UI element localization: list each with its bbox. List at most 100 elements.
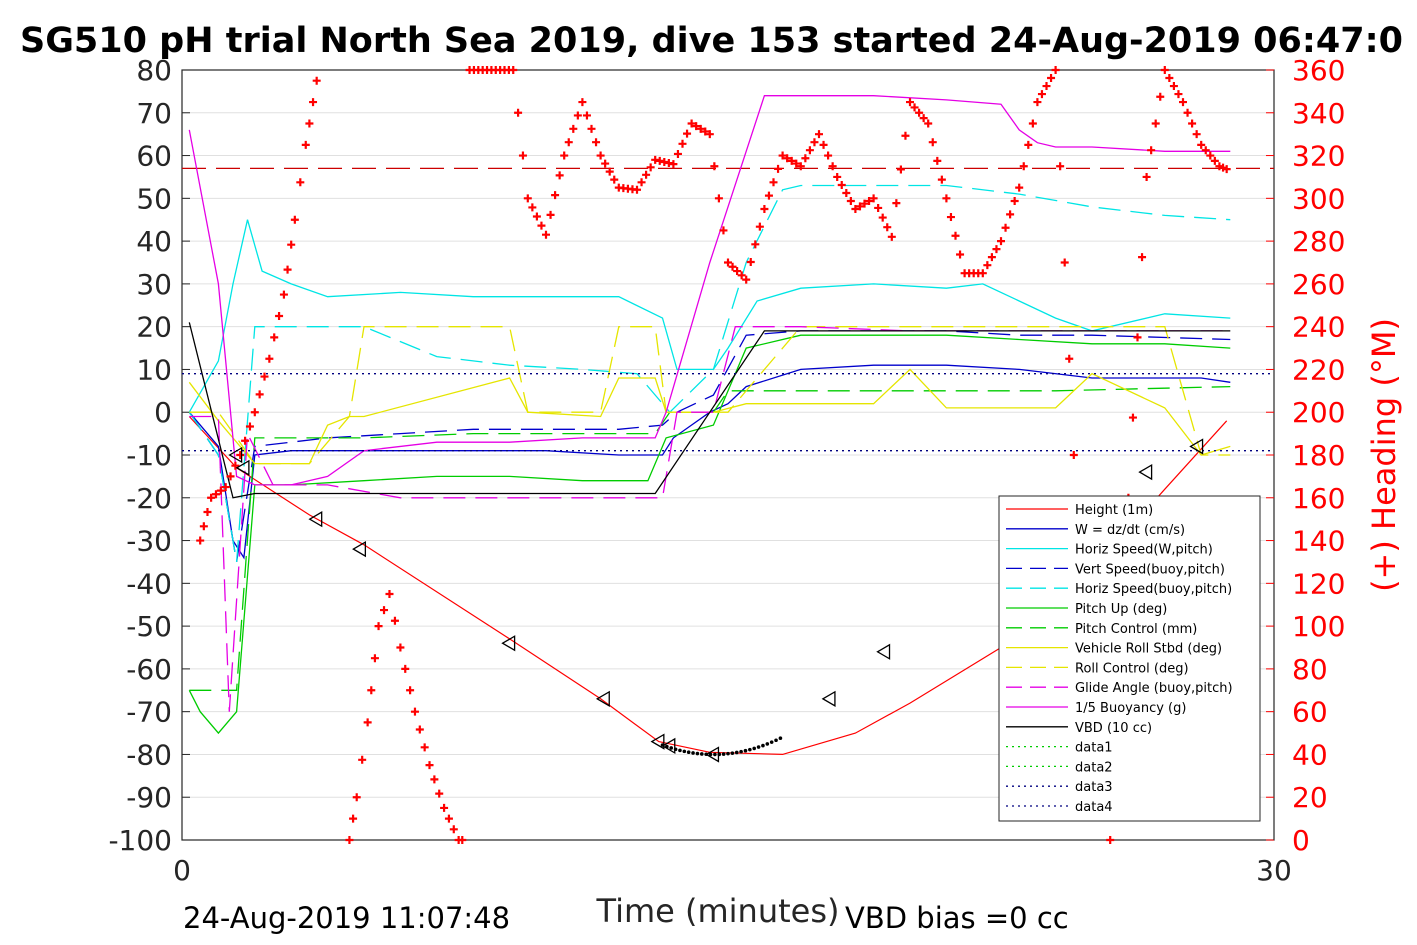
legend-label-12: data1	[1075, 741, 1113, 756]
heading-point	[231, 461, 240, 470]
right-tick-label: 220	[1292, 353, 1345, 386]
left-tick-label: -90	[126, 781, 172, 814]
heading-point	[874, 203, 883, 212]
heading-point	[1151, 119, 1160, 128]
legend-label-10: 1/5 Buoyancy (g)	[1075, 701, 1186, 716]
event-marker	[1189, 438, 1204, 455]
heading-point	[401, 664, 410, 673]
event-marker	[661, 737, 676, 755]
series-line-8	[189, 326, 1231, 465]
sample-dot	[717, 752, 722, 757]
heading-point	[380, 606, 389, 615]
right-tick-label: 120	[1292, 567, 1345, 600]
heading-point	[928, 138, 937, 147]
left-tick-label: 60	[136, 140, 172, 173]
heading-point	[855, 202, 864, 211]
right-tick-label: 300	[1292, 182, 1345, 215]
heading-point	[997, 237, 1005, 246]
series-line-2	[188, 219, 1231, 413]
heading-series	[196, 66, 1231, 844]
heading-point	[420, 743, 429, 752]
heading-point	[819, 140, 828, 149]
sample-dot	[660, 743, 665, 747]
heading-point	[444, 814, 453, 823]
heading-point	[1174, 90, 1183, 99]
legend-label-13: data2	[1075, 760, 1113, 775]
heading-point	[1147, 146, 1156, 155]
right-tick-label: 180	[1292, 439, 1345, 472]
heading-point	[1201, 146, 1210, 155]
sample-dot	[669, 746, 674, 750]
heading-point	[714, 194, 723, 203]
heading-point	[728, 262, 737, 271]
heading-point	[801, 154, 810, 163]
heading-point	[578, 98, 587, 107]
heading-point	[287, 240, 296, 249]
heading-point	[937, 175, 946, 184]
heading-point	[1051, 66, 1060, 74]
heading-point	[673, 149, 682, 158]
heading-point	[692, 122, 701, 131]
heading-point	[842, 188, 851, 197]
heading-point	[1033, 98, 1042, 107]
heading-point	[1019, 162, 1028, 171]
sample-dot	[765, 742, 770, 746]
heading-point	[449, 825, 458, 834]
heading-point	[951, 231, 960, 240]
heading-point	[787, 156, 796, 165]
heading-point	[992, 245, 1001, 254]
heading-point	[312, 76, 321, 85]
heading-point	[1001, 223, 1010, 232]
heading-point	[1042, 82, 1051, 91]
heading-point	[582, 111, 591, 120]
right-tick-label: 100	[1292, 610, 1345, 643]
heading-point	[742, 275, 751, 284]
heading-point	[978, 269, 987, 278]
heading-point	[1106, 836, 1115, 844]
series-line-9	[189, 326, 1231, 712]
sample-dot	[769, 740, 774, 744]
heading-point	[523, 194, 532, 203]
heading-point	[851, 205, 860, 214]
heading-point	[1138, 253, 1147, 262]
heading-point	[933, 156, 942, 165]
left-tick-label: -30	[126, 525, 172, 558]
heading-point	[236, 451, 245, 459]
heading-point	[555, 171, 564, 180]
heading-point	[363, 718, 372, 727]
heading-point	[764, 191, 773, 200]
heading-point	[687, 119, 696, 128]
heading-point	[760, 205, 769, 214]
heading-point	[216, 486, 225, 495]
sample-dot	[748, 747, 752, 752]
event-marker	[501, 635, 516, 652]
heading-point	[1183, 108, 1192, 117]
heading-point	[260, 372, 269, 381]
heading-point	[301, 140, 310, 149]
heading-point	[1024, 140, 1033, 149]
heading-point	[1133, 333, 1142, 342]
legend-label-4: Horiz Speed(buoy,pitch)	[1075, 582, 1232, 597]
sample-dot	[704, 752, 708, 757]
right-tick-label: 340	[1292, 97, 1345, 130]
heading-point	[1142, 172, 1151, 181]
heading-point	[1210, 156, 1219, 165]
left-tick-label: -20	[126, 482, 172, 515]
heading-point	[887, 232, 896, 241]
heading-point	[245, 422, 254, 431]
heading-point	[370, 654, 379, 663]
heading-point	[283, 265, 292, 274]
sample-dot	[691, 751, 695, 755]
sample-dot	[739, 749, 743, 754]
heading-point	[207, 493, 216, 502]
heading-point	[860, 199, 869, 208]
heading-point	[983, 261, 992, 270]
heading-point	[385, 590, 394, 599]
heading-point	[678, 139, 687, 148]
legend-label-5: Pitch Up (deg)	[1075, 602, 1167, 617]
heading-point	[1222, 165, 1231, 174]
left-tick-label: -100	[108, 824, 172, 857]
legend: Height (1m) W = dz/dt (cm/s) Horiz Speed(W…	[998, 495, 1261, 822]
heading-point	[792, 159, 801, 168]
